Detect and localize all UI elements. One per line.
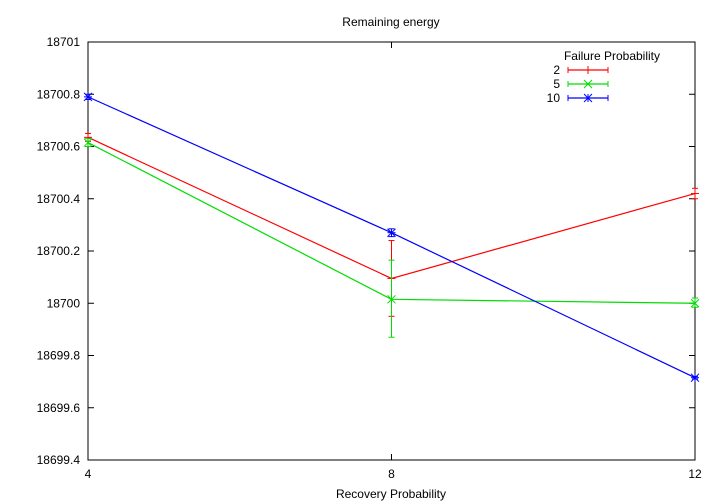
y-tick-label: 18701 (47, 35, 81, 49)
legend-marker (583, 79, 593, 89)
y-tick-label: 18700.6 (37, 140, 81, 154)
y-axis: 18699.4 18699.6 18699.8 18700 18700.2 18700.4… (37, 35, 695, 467)
data-point (690, 373, 700, 383)
data-point (690, 298, 700, 308)
x-tick-label: 8 (388, 467, 395, 481)
data-point (83, 92, 93, 102)
y-tick-label: 18699.4 (37, 453, 81, 467)
legend-label: 2 (553, 63, 560, 77)
y-tick-label: 18699.6 (37, 401, 81, 415)
marker-stroke (387, 294, 396, 304)
data-point (387, 228, 396, 238)
marker-stroke (387, 228, 396, 238)
y-tick-label: 18700.8 (37, 87, 81, 101)
marker-stroke (583, 79, 593, 89)
x-tick-label: 4 (85, 467, 92, 481)
series-layer (83, 92, 700, 383)
marker-stroke (83, 138, 93, 147)
marker-stroke (690, 373, 700, 383)
y-tick-label: 18700 (47, 296, 81, 310)
x-axis: 4 8 12 (85, 42, 702, 481)
marker-stroke (583, 93, 593, 103)
marker-stroke (690, 298, 700, 308)
legend-marker (583, 93, 593, 103)
legend-marker (584, 66, 592, 74)
legend-title: Failure Probability (564, 49, 660, 63)
chart-title: Remaining energy (342, 15, 439, 29)
series-10 (83, 92, 700, 383)
x-axis-label: Recovery Probability (336, 487, 446, 501)
data-point (691, 189, 699, 198)
marker-stroke (83, 92, 93, 102)
data-point (83, 138, 93, 147)
y-tick-label: 18699.8 (37, 349, 81, 363)
legend-label: 5 (553, 77, 560, 91)
data-point (387, 294, 396, 304)
series-5 (83, 138, 700, 338)
y-tick-label: 18700.4 (37, 192, 81, 206)
legend-label: 10 (547, 91, 561, 105)
x-tick-label: 12 (688, 467, 702, 481)
y-tick-label: 18700.2 (37, 244, 81, 258)
